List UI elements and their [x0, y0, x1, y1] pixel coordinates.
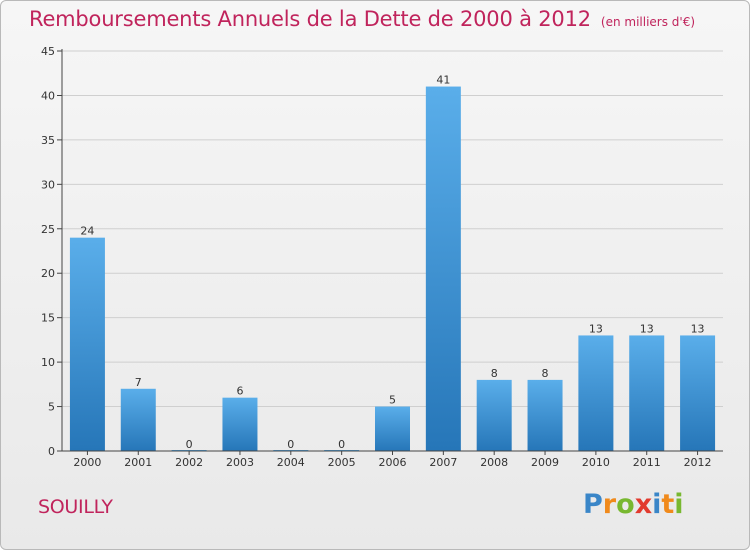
bar: [527, 379, 563, 451]
axes: 0 5 10 15 20 25 30 35 40 45 2000 2001 2002 2003 2004 20…: [41, 45, 723, 469]
y-tick-label: 15: [41, 312, 55, 325]
bar: [222, 397, 258, 451]
y-tick-label: 40: [41, 89, 55, 102]
data-label: 8: [542, 367, 549, 380]
bar: [680, 335, 716, 451]
x-tick-label: 2000: [73, 456, 101, 469]
y-tick-label: 5: [48, 401, 55, 414]
bar: [578, 335, 614, 451]
x-tick-label: 2009: [531, 456, 559, 469]
commune-name: SOUILLY: [38, 496, 113, 518]
y-tick-label: 20: [41, 267, 55, 280]
y-tick-label: 35: [41, 134, 55, 147]
x-tick-label: 2007: [429, 456, 457, 469]
chart-title: Remboursements Annuels de la Dette de 20…: [29, 7, 695, 31]
bar: [629, 335, 665, 451]
bar: [425, 86, 461, 452]
grid-lines: [62, 50, 723, 408]
x-tick-label: 2001: [124, 456, 152, 469]
logo-letter: t: [661, 489, 675, 520]
data-label: 0: [186, 438, 193, 451]
x-tick-label: 2010: [582, 456, 610, 469]
chart-title-text: Remboursements Annuels de la Dette de 20…: [29, 7, 591, 31]
x-tick-label: 2012: [684, 456, 712, 469]
proxiti-logo: Proxiti: [583, 489, 684, 520]
bar: [120, 388, 156, 451]
bar: [375, 406, 410, 451]
unit-label: (en milliers d'€): [600, 15, 696, 29]
data-label: 7: [135, 376, 142, 389]
logo-letter: x: [634, 489, 653, 520]
logo-letter: r: [602, 489, 617, 520]
y-tick-label: 30: [41, 178, 55, 191]
data-labels: 24 7 0 6 0 0 5 41 8 8 13 13 13: [80, 74, 704, 451]
data-label: 0: [287, 438, 294, 451]
logo-letter: i: [674, 489, 684, 520]
data-label: 24: [80, 225, 94, 238]
y-tick-label: 25: [41, 223, 55, 236]
x-tick-label: 2005: [328, 456, 356, 469]
data-label: 13: [691, 322, 705, 335]
x-tick-label: 2003: [226, 456, 254, 469]
bar: [69, 237, 105, 451]
data-label: 0: [338, 438, 345, 451]
x-tick-label: 2002: [175, 456, 203, 469]
data-label: 41: [436, 74, 450, 87]
x-tick-label: 2011: [633, 456, 661, 469]
data-label: 8: [491, 367, 498, 380]
logo-letter: P: [583, 489, 603, 520]
data-label: 13: [640, 322, 654, 335]
x-tick-label: 2008: [480, 456, 508, 469]
x-tick-label: 2006: [379, 456, 407, 469]
y-tick-label: 10: [41, 356, 55, 369]
bars: [69, 86, 716, 452]
y-tick-label: 45: [41, 45, 55, 58]
data-label: 13: [589, 322, 603, 335]
bar: [476, 379, 512, 451]
y-tick-label: 0: [48, 445, 55, 458]
logo-letter: o: [616, 489, 635, 520]
data-label: 6: [236, 385, 243, 398]
logo-letter: i: [652, 489, 662, 520]
x-tick-label: 2004: [277, 456, 305, 469]
data-label: 5: [389, 394, 396, 407]
